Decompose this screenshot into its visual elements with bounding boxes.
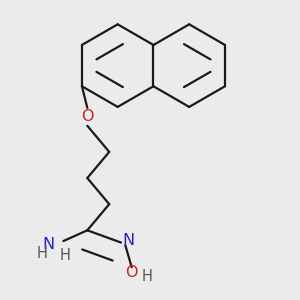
Text: H: H [142,269,153,284]
Text: H: H [60,248,71,263]
Text: N: N [123,233,135,248]
Text: O: O [81,109,94,124]
Text: N: N [42,237,54,252]
Text: H: H [36,246,47,261]
Text: O: O [125,265,138,280]
